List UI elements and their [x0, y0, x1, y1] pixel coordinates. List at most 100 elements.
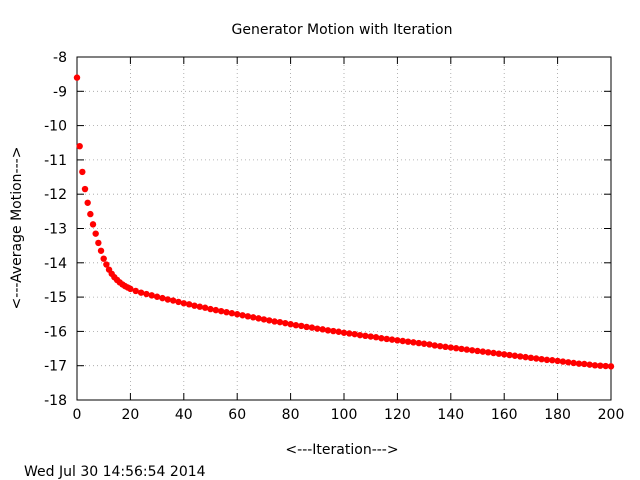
- y-tick-label: -10: [44, 119, 67, 135]
- data-point: [362, 332, 369, 340]
- data-point: [426, 341, 433, 348]
- data-point: [559, 358, 567, 365]
- data-point: [463, 346, 471, 353]
- data-point: [153, 293, 161, 300]
- data-point: [228, 310, 236, 317]
- y-tick-label: -16: [44, 324, 67, 340]
- data-point: [239, 312, 246, 319]
- y-tick-label: -11: [44, 153, 67, 169]
- data-point: [597, 362, 604, 369]
- x-tick-label: 80: [282, 407, 300, 423]
- data-point: [340, 329, 348, 336]
- data-point: [81, 185, 89, 193]
- data-point: [314, 325, 321, 332]
- data-point: [223, 308, 230, 316]
- data-point: [404, 338, 412, 345]
- data-point: [356, 331, 364, 339]
- data-point: [282, 319, 289, 327]
- data-point: [292, 322, 300, 329]
- data-point: [260, 316, 268, 323]
- data-points: [73, 74, 615, 370]
- data-point: [511, 352, 519, 359]
- data-point: [501, 351, 508, 358]
- data-point: [137, 289, 145, 296]
- data-point: [92, 230, 99, 237]
- data-point: [84, 199, 91, 206]
- data-point: [143, 290, 150, 298]
- data-point: [581, 360, 588, 368]
- data-point: [399, 337, 406, 345]
- data-point: [388, 336, 396, 343]
- data-point: [351, 330, 358, 338]
- data-point: [522, 353, 529, 361]
- data-point: [185, 301, 193, 308]
- data-point: [367, 333, 374, 340]
- y-tick-label: -18: [44, 393, 67, 409]
- data-point: [538, 355, 545, 363]
- data-point: [89, 221, 97, 228]
- data-point: [554, 357, 561, 365]
- data-point: [533, 355, 540, 362]
- data-point: [271, 318, 278, 325]
- data-point: [474, 347, 481, 355]
- data-point: [415, 339, 422, 347]
- x-tick-label: 60: [228, 407, 246, 423]
- data-point: [517, 353, 524, 360]
- data-point: [276, 318, 284, 326]
- data-point: [180, 300, 187, 307]
- x-tick-label: 0: [73, 407, 82, 423]
- y-axis-label: <---Average Motion--->: [9, 147, 25, 310]
- axis-ticks: 0 20 40 60 80 100 120 140 160 180 200 -8 -9 -10 -11 -12…: [44, 50, 624, 423]
- data-point: [383, 335, 390, 343]
- y-tick-label: -14: [44, 256, 67, 272]
- data-point: [324, 327, 332, 334]
- data-point: [100, 255, 107, 262]
- data-point: [148, 292, 155, 299]
- data-point: [602, 362, 609, 370]
- data-point: [255, 315, 262, 322]
- x-tick-label: 160: [491, 407, 518, 423]
- timestamp-label: Wed Jul 30 14:56:54 2014: [24, 464, 206, 480]
- data-point: [87, 210, 94, 218]
- data-point: [207, 305, 214, 313]
- x-tick-label: 40: [175, 407, 193, 423]
- x-tick-label: 200: [598, 407, 625, 423]
- data-point: [570, 359, 577, 367]
- data-point: [442, 343, 449, 351]
- data-point: [217, 307, 225, 315]
- data-point: [175, 298, 182, 306]
- x-axis-label: <---Iteration--->: [285, 442, 398, 458]
- data-point: [565, 359, 572, 366]
- data-point: [495, 350, 503, 357]
- data-point: [452, 345, 460, 352]
- y-tick-label: -15: [44, 290, 67, 306]
- x-tick-label: 100: [331, 407, 358, 423]
- data-point: [490, 349, 497, 357]
- data-point: [95, 239, 102, 247]
- data-point: [394, 337, 401, 344]
- data-point: [266, 317, 273, 324]
- data-point: [372, 334, 380, 341]
- y-tick-label: -12: [44, 187, 67, 203]
- y-tick-label: -17: [44, 359, 67, 375]
- data-point: [586, 361, 593, 368]
- data-point: [543, 356, 551, 364]
- data-point: [250, 314, 257, 321]
- data-point: [447, 344, 454, 351]
- x-tick-label: 120: [384, 407, 411, 423]
- data-point: [76, 142, 83, 150]
- data-point: [169, 297, 177, 304]
- data-point: [330, 327, 337, 335]
- data-point: [506, 351, 513, 359]
- data-point: [234, 311, 241, 318]
- data-point: [410, 339, 417, 346]
- x-tick-label: 180: [544, 407, 571, 423]
- data-point: [201, 304, 209, 311]
- data-point: [196, 303, 204, 310]
- y-tick-label: -13: [44, 222, 67, 238]
- data-point: [303, 323, 310, 331]
- data-point: [527, 354, 535, 362]
- data-point: [319, 326, 326, 333]
- data-point: [575, 360, 583, 367]
